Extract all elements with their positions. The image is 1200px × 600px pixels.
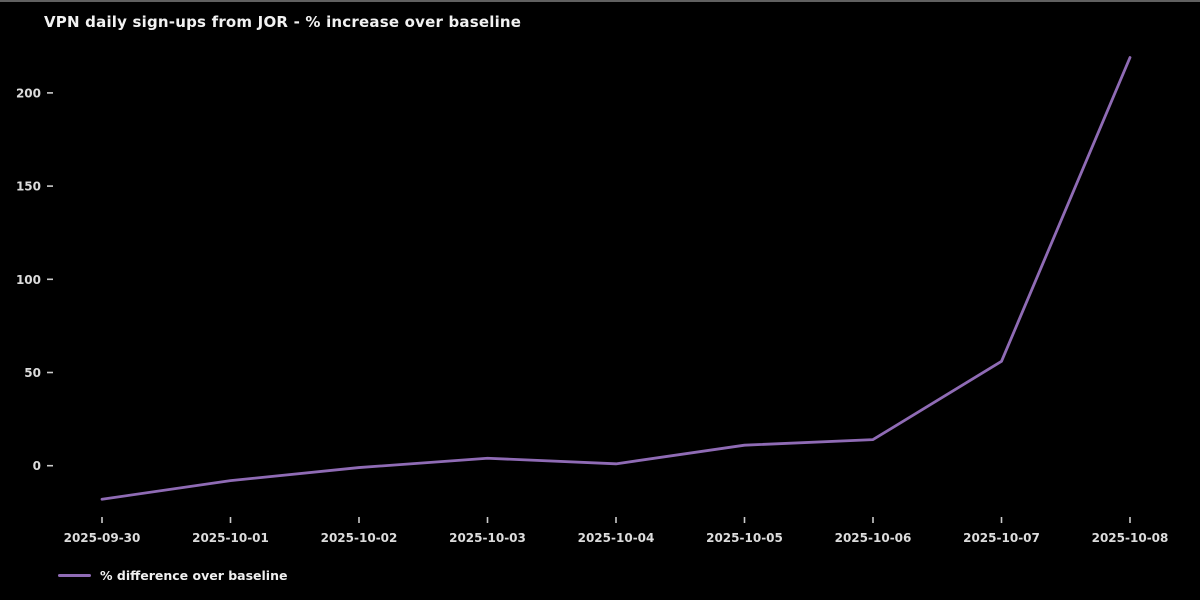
y-tick-label: 50 [24,366,41,380]
y-tick-label: 150 [16,180,41,194]
x-tick-label: 2025-10-06 [835,531,912,545]
y-tick-label: 0 [33,459,41,473]
legend-line-swatch [58,574,91,577]
y-tick-label: 200 [16,86,41,100]
x-tick-label: 2025-10-08 [1092,531,1169,545]
x-tick-label: 2025-10-03 [449,531,526,545]
legend: % difference over baseline [58,568,287,583]
data-line-series [100,56,1132,501]
window-top-border [0,0,1200,2]
x-tick-label: 2025-10-05 [706,531,783,545]
x-tick-label: 2025-10-07 [963,531,1040,545]
x-tick-label: 2025-10-04 [578,531,655,545]
x-tick-label: 2025-10-02 [321,531,398,545]
x-tick-label: 2025-10-01 [192,531,269,545]
y-tick-label: 100 [16,273,41,287]
legend-label: % difference over baseline [100,568,288,583]
x-tick-label: 2025-09-30 [64,531,141,545]
chart-title: VPN daily sign-ups from JOR - % increase… [44,13,522,31]
